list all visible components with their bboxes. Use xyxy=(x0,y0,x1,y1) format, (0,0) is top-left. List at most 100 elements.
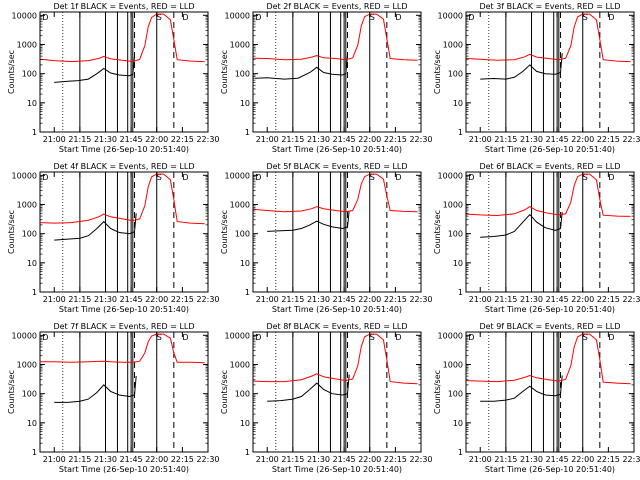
x-tick-label: 21:00 xyxy=(43,295,66,304)
lld-series-line xyxy=(40,173,205,225)
y-tick-label: 100 xyxy=(235,390,250,399)
y-tick-label: 1 xyxy=(458,128,463,137)
y-tick-label: 10000 xyxy=(438,11,463,20)
y-tick-label: 100 xyxy=(235,70,250,79)
x-tick-label: 22:15 xyxy=(384,455,407,464)
y-axis-label: Counts/sec xyxy=(7,210,16,254)
x-tick-label: 22:30 xyxy=(622,295,640,304)
detector-panel-5: Det 5f BLACK = Events, RED = LLD Counts/s… xyxy=(220,162,433,314)
x-tick-label: 21:30 xyxy=(94,455,117,464)
x-tick-label: 21:30 xyxy=(520,295,543,304)
x-tick-label: 22:00 xyxy=(358,455,381,464)
x-tick-label: 21:00 xyxy=(469,455,492,464)
x-tick-label: 21:00 xyxy=(469,135,492,144)
x-tick-label: 22:30 xyxy=(622,455,640,464)
x-tick-label: 22:15 xyxy=(597,295,620,304)
segment-mark: D xyxy=(182,173,188,182)
segment-mark: D xyxy=(395,173,401,182)
segment-mark: S xyxy=(583,333,588,342)
x-axis-label: Start Time (26-Sep-10 20:51:40) xyxy=(485,465,615,474)
events-series-line xyxy=(480,53,563,80)
y-tick-label: 1000 xyxy=(443,360,463,369)
plot-frame xyxy=(39,171,209,293)
y-axis-label: Counts/sec xyxy=(220,50,229,94)
detector-panel-1: Det 1f BLACK = Events, RED = LLD Counts/s… xyxy=(7,2,220,154)
segment-mark: D xyxy=(468,333,474,342)
x-tick-label: 22:30 xyxy=(409,135,432,144)
segment-mark: S xyxy=(157,173,162,182)
x-tick-label: 21:15 xyxy=(68,455,91,464)
x-tick-label: 21:30 xyxy=(307,295,330,304)
x-tick-label: 21:00 xyxy=(256,295,279,304)
x-tick-label: 22:00 xyxy=(145,135,168,144)
x-tick-label: 21:15 xyxy=(281,295,304,304)
segment-mark: D xyxy=(608,173,614,182)
y-tick-label: 1 xyxy=(458,288,463,297)
segment-mark: D xyxy=(468,173,474,182)
segment-mark: S xyxy=(370,173,375,182)
segment-mark: S xyxy=(583,13,588,22)
y-axis-label: Counts/sec xyxy=(220,370,229,414)
y-axis-label: Counts/sec xyxy=(220,210,229,254)
y-tick-label: 10 xyxy=(453,259,463,268)
x-axis-label: Start Time (26-Sep-10 20:51:40) xyxy=(59,145,189,154)
y-tick-label: 10000 xyxy=(225,331,250,340)
x-tick-label: 22:15 xyxy=(384,295,407,304)
events-series-line xyxy=(54,56,135,83)
x-axis-label: Start Time (26-Sep-10 20:51:40) xyxy=(485,145,615,154)
lld-series-line xyxy=(466,333,631,385)
y-tick-label: 1 xyxy=(245,288,250,297)
x-tick-label: 22:15 xyxy=(171,135,194,144)
x-tick-label: 21:45 xyxy=(120,295,143,304)
y-tick-label: 1 xyxy=(32,448,37,457)
x-tick-label: 22:15 xyxy=(171,455,194,464)
x-tick-label: 21:45 xyxy=(546,295,569,304)
x-tick-label: 21:45 xyxy=(120,455,143,464)
segment-mark: D xyxy=(42,173,48,182)
x-tick-label: 21:15 xyxy=(494,295,517,304)
segment-mark: S xyxy=(157,333,162,342)
x-tick-label: 21:30 xyxy=(94,135,117,144)
y-tick-label: 100 xyxy=(22,390,37,399)
events-series-line xyxy=(54,213,137,241)
x-tick-label: 21:15 xyxy=(281,135,304,144)
panel-title: Det 7f BLACK = Events, RED = LLD xyxy=(53,322,194,331)
y-axis-label: Counts/sec xyxy=(7,50,16,94)
x-axis-label: Start Time (26-Sep-10 20:51:40) xyxy=(272,465,402,474)
segment-mark: D xyxy=(42,333,48,342)
y-axis-label: Counts/sec xyxy=(433,210,442,254)
x-tick-label: 21:45 xyxy=(546,135,569,144)
detector-panel-7: Det 7f BLACK = Events, RED = LLD Counts/s… xyxy=(7,322,220,474)
detector-panel-9: Det 9f BLACK = Events, RED = LLD Counts/s… xyxy=(433,322,640,474)
segment-mark: D xyxy=(255,13,261,22)
y-tick-label: 1000 xyxy=(230,40,250,49)
x-tick-label: 21:30 xyxy=(520,135,543,144)
x-tick-label: 21:15 xyxy=(494,455,517,464)
y-tick-label: 10 xyxy=(240,259,250,268)
plot-frame xyxy=(39,331,209,453)
x-tick-label: 22:15 xyxy=(597,135,620,144)
plot-frame xyxy=(39,11,209,133)
x-tick-label: 21:45 xyxy=(120,135,143,144)
x-tick-label: 22:30 xyxy=(409,455,432,464)
segment-mark: D xyxy=(255,173,261,182)
x-axis-label: Start Time (26-Sep-10 20:51:40) xyxy=(59,465,189,474)
plot-frame xyxy=(252,11,422,133)
detector-panel-4: Det 4f BLACK = Events, RED = LLD Counts/s… xyxy=(7,162,220,314)
segment-mark: D xyxy=(255,333,261,342)
segment-mark: S xyxy=(370,333,375,342)
y-tick-label: 10 xyxy=(27,259,37,268)
y-tick-label: 1 xyxy=(245,448,250,457)
panel-title: Det 3f BLACK = Events, RED = LLD xyxy=(479,2,620,11)
lld-series-line xyxy=(253,333,418,385)
x-tick-label: 22:00 xyxy=(358,135,381,144)
x-tick-label: 21:00 xyxy=(43,135,66,144)
y-tick-label: 100 xyxy=(22,230,37,239)
x-tick-label: 21:45 xyxy=(333,295,356,304)
detector-panel-6: Det 6f BLACK = Events, RED = LLD Counts/s… xyxy=(433,162,640,314)
y-tick-label: 1 xyxy=(245,128,250,137)
y-tick-label: 1000 xyxy=(17,200,37,209)
segment-mark: D xyxy=(395,13,401,22)
x-tick-label: 21:15 xyxy=(494,135,517,144)
